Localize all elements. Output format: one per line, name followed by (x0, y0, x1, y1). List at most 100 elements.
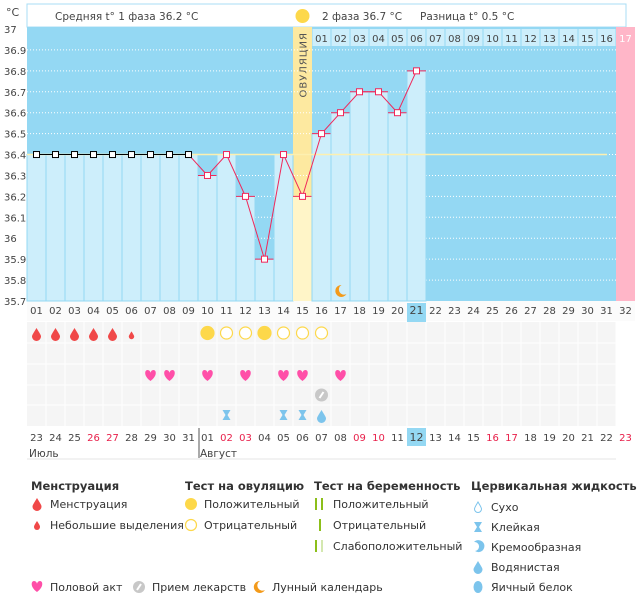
calendar-date: 02 (220, 433, 233, 444)
calendar-date: 17 (505, 433, 518, 444)
temperature-bar (102, 154, 123, 302)
sticky-icon (298, 410, 307, 420)
luteal-day-cell (407, 29, 426, 46)
temperature-bar (273, 154, 294, 302)
calendar-date: 27 (106, 433, 119, 444)
luteal-day-cell (369, 29, 388, 46)
temperature-point (413, 67, 420, 75)
temperature-point (33, 151, 40, 159)
sticky-icon (222, 410, 231, 420)
calendar-date: 29 (144, 433, 157, 444)
temperature-bar (216, 154, 237, 302)
calendar-date: 18 (524, 433, 537, 444)
luteal-day-label: 09 (467, 34, 480, 45)
calendar-date: 14 (448, 433, 461, 444)
cycle-day-label: 29 (562, 306, 575, 317)
temperature-bar (368, 91, 389, 302)
legend-pregnancy-title: Тест на беременность (314, 479, 461, 493)
calendar-date: 01 (201, 433, 214, 444)
today-highlight (407, 428, 426, 446)
heart-icon (202, 370, 213, 381)
temperature-bar (235, 195, 256, 302)
luteal-day-cell (312, 29, 331, 46)
legend-label: Водянистая (491, 560, 560, 574)
menstruation-drop-icon (70, 328, 79, 341)
luteal-day-label: 13 (543, 34, 556, 45)
calendar-date: 06 (296, 433, 309, 444)
temperature-point (109, 151, 116, 159)
legend-menstruation-title: Менструация (31, 479, 120, 493)
temperature-point (394, 109, 401, 117)
cycle-day-label: 24 (467, 306, 480, 317)
cycle-day-label: 20 (391, 306, 404, 317)
cycle-day-label: 15 (296, 306, 309, 317)
y-unit-label: °C (6, 6, 20, 19)
temperature-point (147, 151, 154, 159)
small-drop-icon (34, 521, 40, 530)
calendar-date: 07 (315, 433, 328, 444)
ovulation-label: ОВУЛЯЦИЯ (299, 32, 310, 98)
cycle-day-label: 16 (315, 306, 328, 317)
luteal-day-label: 17 (619, 34, 632, 45)
cycle-day-label: 30 (581, 306, 594, 317)
egg-white-icon (473, 581, 483, 593)
temperature-bar (293, 196, 312, 301)
calendar-date: 12 (410, 431, 424, 444)
luteal-day-cell (521, 29, 540, 46)
temperature-point (299, 192, 306, 200)
watery-drop-icon (473, 561, 483, 574)
calendar-date: 15 (467, 433, 480, 444)
legend-label: Положительный (204, 497, 300, 511)
legend-label: Яичный белок (491, 580, 573, 594)
y-tick-label: 35.9 (4, 255, 26, 266)
calendar-date: 11 (391, 433, 404, 444)
legend-ovulation-title: Тест на овуляцию (185, 479, 305, 493)
temperature-point (337, 109, 344, 117)
luteal-day-label: 05 (391, 34, 404, 45)
luteal-day-cell (578, 29, 597, 46)
temperature-bar (45, 154, 66, 302)
menstruation-drop-icon (128, 331, 135, 340)
calendar-date: 10 (372, 433, 385, 444)
legend-label: Слабоположительный (333, 539, 463, 553)
calendar-date: 31 (182, 433, 195, 444)
temperature-bar (406, 70, 427, 302)
luteal-day-label: 15 (581, 34, 594, 45)
luteal-day-label: 03 (353, 34, 366, 45)
legend-moon: Лунный календарь (252, 580, 383, 594)
menstruation-drop-icon (89, 328, 98, 341)
legend-label: Небольшие выделения (50, 518, 184, 532)
luteal-day-label: 10 (486, 34, 499, 45)
temperature-point (242, 192, 249, 200)
cycle-day-label: 31 (600, 306, 613, 317)
temperature-bar (254, 258, 275, 302)
dry-drop-icon (473, 501, 483, 513)
luteal-day-label: 16 (600, 34, 613, 45)
cycle-day-label: 04 (87, 306, 100, 317)
calendar-date: 28 (125, 433, 138, 444)
cycle-day-label: 03 (68, 306, 81, 317)
cycle-day-label: 06 (125, 306, 138, 317)
temperature-bar (121, 154, 142, 302)
temperature-point (356, 88, 363, 96)
temperature-bar (178, 154, 199, 302)
y-tick-label: 35.7 (4, 297, 26, 308)
cycle-day-label: 05 (106, 306, 119, 317)
calendar-date: 16 (486, 433, 499, 444)
temperature-bar (83, 154, 104, 302)
temperature-difference: Разница t° 0.5 °C (420, 11, 514, 23)
calendar-date: 03 (239, 433, 252, 444)
temperature-point (71, 151, 78, 159)
temperature-point (375, 88, 382, 96)
temperature-point (52, 151, 59, 159)
calendar-date: 23 (30, 433, 43, 444)
temperature-point (261, 255, 268, 263)
ovulation-test-negative-icon (219, 326, 234, 340)
calendar-date: 23 (619, 433, 632, 444)
luteal-day-cell (388, 29, 407, 46)
phase1-average: Средняя t° 1 фаза 36.2 °C (55, 11, 198, 23)
heart-icon (240, 370, 251, 381)
empty-circle-icon (184, 518, 198, 532)
legend-label: Прием лекарств (152, 580, 247, 594)
sticky-icon (279, 410, 288, 420)
